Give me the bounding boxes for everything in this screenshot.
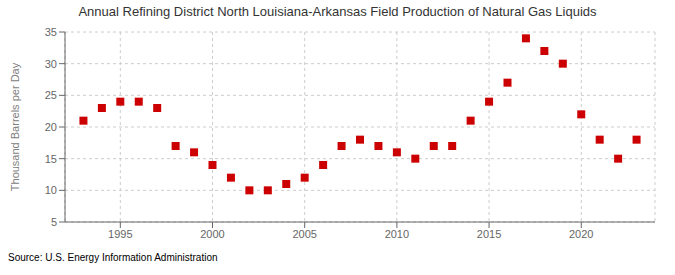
svg-text:20: 20 [45, 121, 57, 133]
svg-text:2000: 2000 [200, 228, 224, 240]
svg-text:Thousand Barrels per Day: Thousand Barrels per Day [9, 62, 21, 191]
svg-text:30: 30 [45, 58, 57, 70]
svg-text:10: 10 [45, 184, 57, 196]
svg-text:15: 15 [45, 153, 57, 165]
svg-text:5: 5 [51, 216, 57, 228]
svg-text:2020: 2020 [569, 228, 593, 240]
html-text:Annual Refining District North: Annual Refining District North Louisiana… [78, 4, 597, 19]
svg-text:25: 25 [45, 89, 57, 101]
svg-text:1995: 1995 [108, 228, 132, 240]
svg-text:2010: 2010 [385, 228, 409, 240]
svg-text:35: 35 [45, 26, 57, 38]
html-text:Source: U.S. Energy Informatio: Source: U.S. Energy Information Administ… [8, 252, 218, 263]
svg-text:2005: 2005 [292, 228, 316, 240]
svg-text:2015: 2015 [477, 228, 501, 240]
